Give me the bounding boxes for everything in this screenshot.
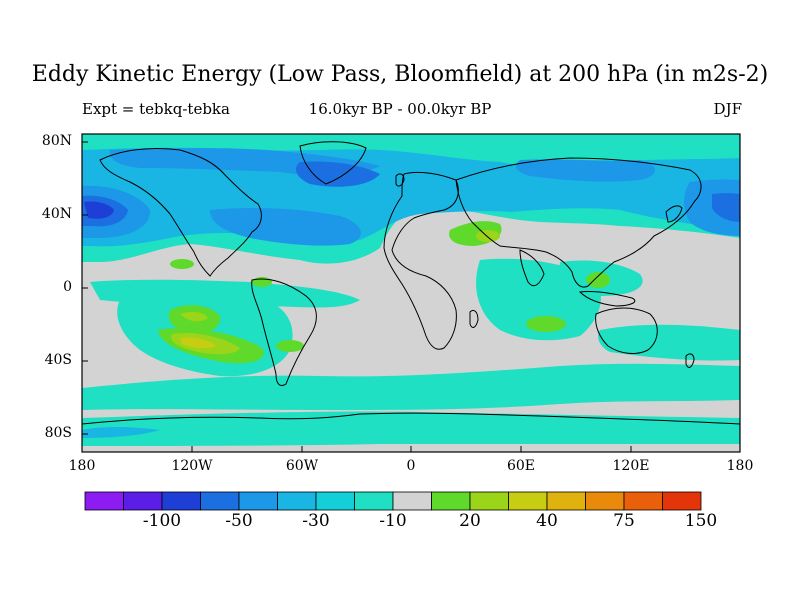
lat-label-0: 0 — [63, 279, 72, 295]
colorbar-swatch — [277, 491, 317, 511]
asia-coast — [455, 157, 702, 288]
sh-cyan-polar — [82, 411, 740, 446]
sh-cyan-band — [82, 363, 740, 410]
sep-yellowgreen-top — [180, 311, 208, 322]
lon-label-60w: 60W — [285, 458, 319, 474]
lat-label-40n: 40N — [41, 206, 72, 222]
colorbar-swatch — [161, 491, 201, 511]
madagascar-coast — [469, 309, 479, 328]
sh-light-blue-strip — [82, 427, 160, 438]
new-zealand-coast — [685, 353, 695, 368]
lat-label-80s: 80S — [44, 425, 72, 441]
colorbar-swatch — [469, 491, 509, 511]
lat-label-40s: 40S — [44, 352, 72, 368]
lon-label-180-left: 180 — [68, 458, 96, 474]
green-spot-6 — [476, 230, 500, 242]
lon-label-120e: 120E — [612, 458, 650, 474]
greenland-coast — [299, 141, 367, 185]
time-period-label: 16.0kyr BP - 00.0kyr BP — [308, 100, 492, 118]
nh-blue-north-atlantic-top — [295, 161, 380, 187]
europe-africa-coast — [383, 171, 459, 350]
lon-label-120w: 120W — [171, 458, 213, 474]
colorbar-label: -50 — [225, 511, 253, 531]
green-spot-5 — [586, 272, 610, 288]
colorbar-swatch — [392, 491, 432, 511]
colorbar-swatch — [238, 491, 278, 511]
colorbar-label: 75 — [613, 511, 635, 531]
india-coast — [519, 249, 545, 287]
japan-coast — [665, 205, 683, 223]
antarctica-coast — [82, 412, 740, 425]
colorbar-label: 20 — [459, 511, 481, 531]
colorbar-swatch — [200, 491, 240, 511]
experiment-label: Expt = tebkq-tebka — [82, 100, 230, 118]
colorbar-swatch — [354, 491, 394, 511]
colorbar-label: -30 — [302, 511, 330, 531]
green-spot-1 — [170, 259, 194, 269]
indonesia-coast — [578, 291, 636, 307]
colorbar-label: 150 — [684, 511, 718, 531]
contour-field — [82, 134, 740, 452]
axis-ticks — [81, 141, 741, 452]
trop-cyan-atlantic — [90, 279, 360, 308]
colorbar-swatch — [546, 491, 586, 511]
colorbar-label: -10 — [379, 511, 407, 531]
colorbar-swatch — [508, 491, 548, 511]
nh-deep-blue-core — [84, 201, 114, 219]
colorbar-swatch — [123, 491, 163, 511]
colorbar-swatch — [431, 491, 471, 511]
colorbar-swatch — [662, 491, 702, 511]
colorbar-label: 40 — [536, 511, 558, 531]
colorbar-swatch — [315, 491, 355, 511]
coastlines — [82, 141, 740, 425]
lon-label-0: 0 — [406, 458, 416, 474]
colorbar-label: -100 — [142, 511, 182, 531]
lat-label-80n: 80N — [41, 133, 72, 149]
season-label: DJF — [713, 100, 742, 118]
sep-yellow — [180, 337, 216, 349]
colorbar — [84, 491, 702, 511]
south-america-coast — [251, 278, 317, 387]
trop-cyan-south-pacific — [598, 324, 740, 361]
north-america-coast — [99, 148, 262, 277]
colorbar-swatch — [623, 491, 663, 511]
nh-blue-atlantic — [210, 208, 361, 246]
australia-coast — [595, 307, 658, 354]
nh-deep-blue-npac-east — [712, 193, 740, 222]
colorbar-swatch — [585, 491, 625, 511]
lon-label-180-right: 180 — [726, 458, 754, 474]
lon-label-60e: 60E — [506, 458, 536, 474]
plot-title: Eddy Kinetic Energy (Low Pass, Bloomfiel… — [31, 62, 769, 87]
green-spot-3 — [276, 340, 304, 352]
colorbar-swatch — [84, 491, 124, 511]
nh-blue-siberia — [515, 159, 655, 182]
uk-coast — [395, 173, 405, 187]
green-spot-4 — [526, 316, 566, 332]
